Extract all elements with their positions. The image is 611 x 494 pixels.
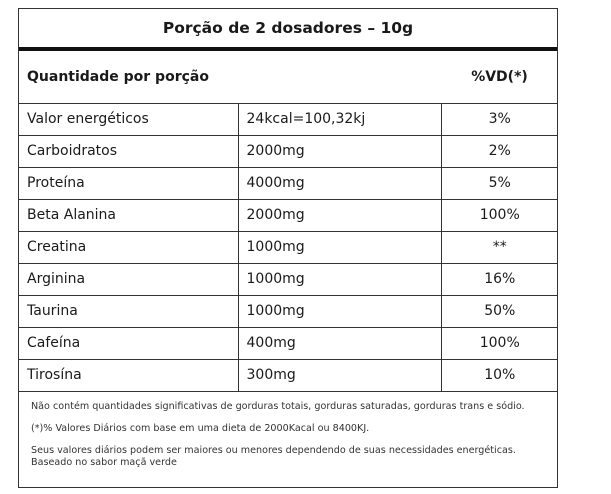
footnote-energy-needs: Seus valores diários podem ser maiores o…: [31, 445, 516, 456]
table-row: Valor energéticos 24kcal=100,32kj 3%: [19, 103, 558, 136]
nutrient-daily-value: 2%: [441, 135, 558, 168]
footnotes: Não contém quantidades significativas de…: [31, 401, 547, 469]
nutrient-daily-value: 10%: [441, 359, 558, 392]
table-row: Beta Alanina 2000mg 100%: [19, 199, 558, 232]
nutrient-daily-value: 3%: [441, 103, 558, 136]
daily-value-header: %VD(*): [471, 69, 528, 85]
nutrient-daily-value: 16%: [441, 263, 558, 296]
nutrient-amount: 1000mg: [238, 231, 442, 264]
nutrient-amount: 400mg: [238, 327, 442, 360]
nutrient-daily-value: 50%: [441, 295, 558, 328]
footnote-not-significant: Não contém quantidades significativas de…: [31, 401, 525, 412]
nutrient-name: Creatina: [19, 231, 239, 264]
nutrient-name: Tirosína: [19, 359, 239, 392]
footnote-flavor: Baseado no sabor maçã verde: [31, 457, 177, 468]
nutrient-daily-value: **: [441, 231, 558, 264]
table-header-row: Quantidade por porção %VD(*): [19, 51, 557, 104]
table-row: Tirosína 300mg 10%: [19, 359, 558, 392]
table-row: Arginina 1000mg 16%: [19, 263, 558, 296]
table-row: Creatina 1000mg **: [19, 231, 558, 264]
nutrient-daily-value: 5%: [441, 167, 558, 200]
nutrition-facts-panel: Porção de 2 dosadores – 10g Quantidade p…: [18, 8, 558, 488]
table-row: Taurina 1000mg 50%: [19, 295, 558, 328]
quantity-per-serving-header: Quantidade por porção: [27, 69, 209, 85]
nutrient-name: Cafeína: [19, 327, 239, 360]
nutrient-amount: 24kcal=100,32kj: [238, 103, 442, 136]
serving-size-title: Porção de 2 dosadores – 10g: [19, 9, 557, 51]
nutrient-amount: 1000mg: [238, 263, 442, 296]
table-row: Cafeína 400mg 100%: [19, 327, 558, 360]
nutrient-name: Carboidratos: [19, 135, 239, 168]
nutrient-name: Valor energéticos: [19, 103, 239, 136]
nutrition-table: Valor energéticos 24kcal=100,32kj 3% Car…: [19, 103, 558, 392]
nutrient-amount: 4000mg: [238, 167, 442, 200]
nutrient-amount: 300mg: [238, 359, 442, 392]
nutrient-name: Proteína: [19, 167, 239, 200]
nutrient-daily-value: 100%: [441, 327, 558, 360]
table-row: Carboidratos 2000mg 2%: [19, 135, 558, 168]
nutrient-daily-value: 100%: [441, 199, 558, 232]
footnote-daily-values: (*)% Valores Diários com base em uma die…: [31, 423, 370, 434]
nutrient-amount: 2000mg: [238, 135, 442, 168]
nutrient-name: Beta Alanina: [19, 199, 239, 232]
nutrient-name: Taurina: [19, 295, 239, 328]
nutrient-amount: 2000mg: [238, 199, 442, 232]
nutrient-amount: 1000mg: [238, 295, 442, 328]
nutrient-name: Arginina: [19, 263, 239, 296]
table-row: Proteína 4000mg 5%: [19, 167, 558, 200]
